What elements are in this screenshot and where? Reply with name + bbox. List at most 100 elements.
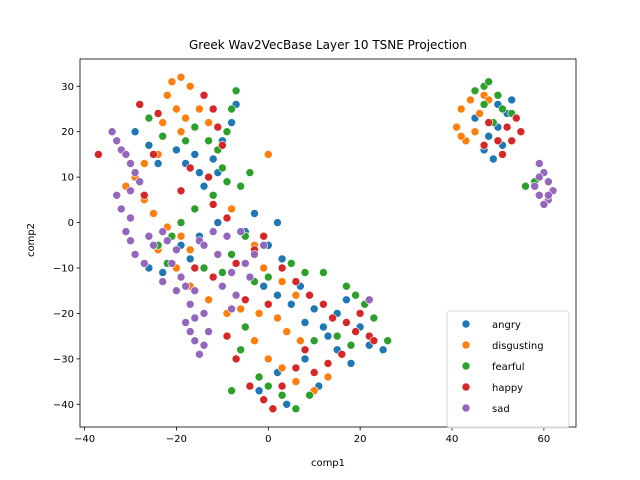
data-point-sad [227,268,236,277]
y-tick-label: 30 [61,82,74,93]
data-point-disgusting [195,104,204,114]
data-point-disgusting [263,354,273,364]
data-point-disgusting [185,82,195,91]
data-point-sad [195,349,204,359]
points-layer [94,72,558,414]
data-point-sad [544,191,553,200]
data-point-angry [319,322,328,332]
data-point-sad [544,177,553,186]
data-point-disgusting [204,118,213,127]
data-point-angry [144,141,154,150]
data-point-fearful [254,372,264,382]
data-point-sad [130,168,140,177]
data-point-disgusting [456,131,466,141]
data-point-happy [222,213,232,223]
x-axis: −40 −20 0 20 40 60 [74,427,550,445]
data-point-happy [149,150,158,159]
data-point-fearful [300,268,310,277]
data-point-disgusting [176,231,186,241]
data-point-angry [282,399,292,409]
data-point-disgusting [227,204,236,214]
data-point-angry [254,386,264,396]
data-point-angry [227,118,236,127]
data-point-sad [190,336,200,346]
data-point-happy [218,141,227,150]
data-point-fearful [305,390,314,400]
y-tick-label: −20 [53,309,74,320]
data-point-angry [213,218,223,227]
data-point-sad [199,241,209,250]
data-point-happy [309,368,319,377]
data-point-happy [94,150,103,159]
data-point-happy [337,349,347,359]
data-point-fearful [231,86,241,96]
data-point-happy [493,136,503,146]
data-point-fearful [521,181,530,191]
data-point-sad [231,290,241,300]
data-point-happy [319,299,328,309]
data-point-fearful [241,322,250,332]
data-point-fearful [236,345,245,355]
data-point-fearful [369,313,379,323]
data-point-sad [172,245,181,255]
data-point-sad [163,236,172,245]
data-point-fearful [190,204,200,214]
data-point-sad [176,272,186,282]
data-point-sad [259,241,269,250]
data-point-angry [286,299,296,309]
x-tick-label: 40 [446,434,459,445]
data-point-disgusting [452,122,461,132]
data-point-angry [153,159,163,168]
data-point-disgusting [466,95,475,105]
data-point-fearful [236,181,245,191]
plot-frame [79,58,577,428]
data-point-sad [241,259,250,268]
data-point-disgusting [181,113,190,123]
data-point-sad [199,340,209,350]
data-point-disgusting [204,295,213,305]
legend-label-angry: angry [492,320,521,331]
y-tick-label: −30 [53,354,74,365]
data-point-disgusting [176,72,186,82]
data-point-happy [342,318,351,327]
data-point-happy [291,363,301,373]
data-point-fearful [208,191,218,200]
data-point-happy [277,263,287,273]
data-point-fearful [222,127,232,136]
data-point-happy [268,404,278,414]
data-point-happy [176,186,186,196]
data-point-happy [208,104,218,114]
data-point-sad [250,250,259,259]
data-point-happy [190,263,200,273]
data-point-sad [112,136,121,146]
data-point-fearful [291,404,301,414]
data-point-sad [140,259,149,268]
legend-box [446,310,570,429]
data-point-happy [263,299,273,309]
data-point-happy [153,109,163,118]
legend-label-sad: sad [492,404,510,415]
x-tick-label: 20 [354,434,367,445]
legend: angry disgusting fearful happy sad [446,310,570,429]
data-point-disgusting [172,104,181,114]
data-point-disgusting [273,313,282,323]
data-point-fearful [493,91,503,100]
data-point-happy [300,345,310,355]
data-point-happy [245,381,255,391]
data-point-angry [277,254,287,264]
y-tick-label: 10 [61,173,74,184]
data-point-fearful [470,86,480,96]
data-point-happy [355,309,365,318]
y-tick-label: 20 [61,127,74,138]
data-point-sad [158,227,167,236]
data-point-angry [323,331,333,341]
data-point-sad [126,186,135,196]
data-point-angry [195,168,204,177]
data-point-disgusting [250,336,259,346]
data-point-happy [140,191,149,200]
data-point-fearful [346,340,356,350]
data-point-fearful [222,177,232,186]
data-point-fearful [263,272,273,282]
